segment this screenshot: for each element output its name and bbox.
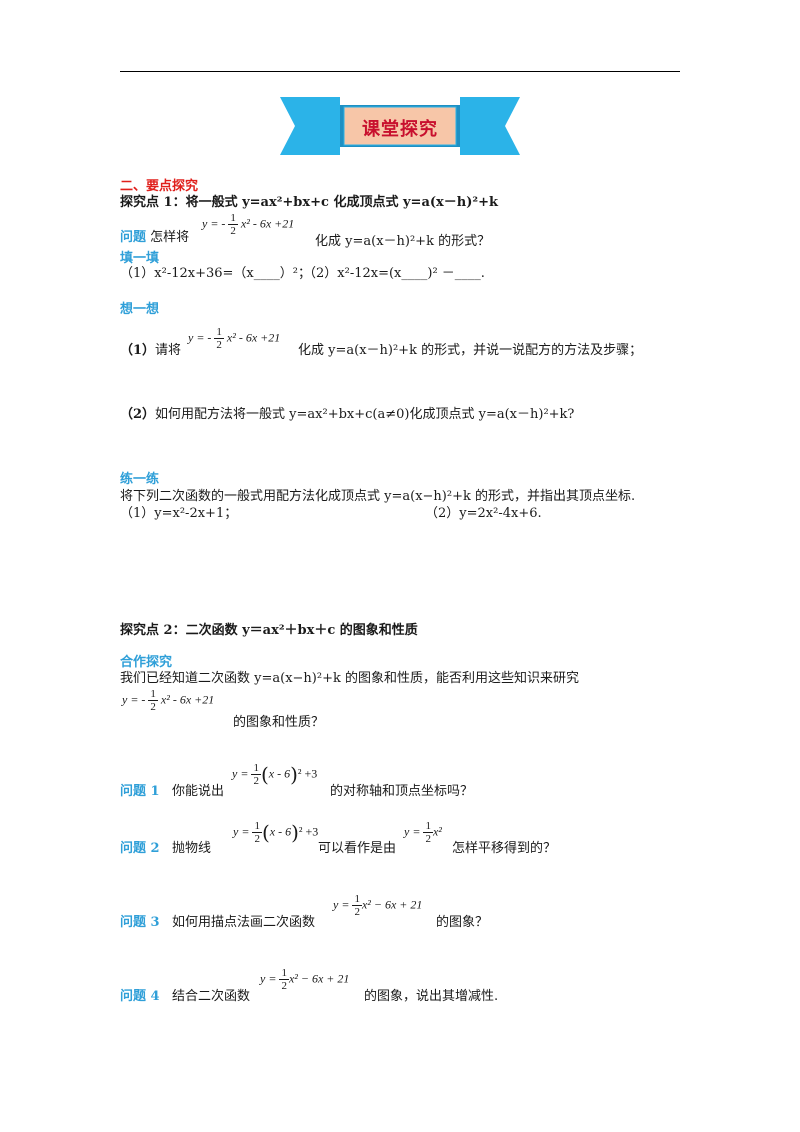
q1-line: 问题 1 你能说出: [120, 784, 224, 799]
section-heading: 二、要点探究: [120, 179, 199, 194]
question-before: 怎样将: [150, 230, 190, 245]
banner-title: 课堂探究: [362, 119, 438, 140]
fill-item-1: （1）x²-12x+36=（x____）²；: [120, 266, 311, 281]
think-2: （2）如何用配方法将一般式 y=ax²+bx+c(a≠0)化成顶点式 y=a(x…: [120, 407, 575, 422]
practice-heading: 练一练: [120, 472, 160, 487]
coop-heading: 合作探究: [120, 655, 173, 670]
fill-heading: 填一填: [120, 251, 160, 266]
practice-item-1: （1）y=x²-2x+1；: [120, 506, 238, 521]
formula-std-1: y = 1 2 x² − 6x + 21: [333, 893, 423, 918]
q2-after: 怎样平移得到的？: [452, 841, 557, 856]
point1-question: 问题 怎样将: [120, 226, 189, 245]
q4-line: 问题 4 结合二次函数: [120, 989, 250, 1004]
header-rule: [120, 71, 680, 72]
formula-simple: y = 1 2 x²: [404, 820, 442, 845]
question-after: 化成 y=a(x－h)²+k 的形式？: [315, 234, 491, 249]
think-heading: 想一想: [120, 302, 160, 317]
question-label: 问题: [120, 230, 147, 245]
banner-inner-plate: [343, 106, 457, 146]
practice-item-2: （2）y=2x²-4x+6.: [425, 506, 542, 521]
think-1-after: 化成 y=a(x－h)²+k 的形式，并说一说配方的方法及步骤；: [298, 343, 643, 358]
formula-vertex-1: y = 1 2 (x - 6)² +3: [232, 762, 318, 787]
q3-line: 问题 3 如何用描点法画二次函数: [120, 915, 315, 930]
practice-text: 将下列二次函数的一般式用配方法化成顶点式 y=a(x−h)²+k 的形式，并指出…: [120, 489, 636, 504]
point2-heading: 探究点 2：二次函数 y＝ax²＋bx＋c 的图象和性质: [120, 623, 418, 638]
banner-graphic: [280, 97, 520, 155]
formula-vertex-2: y = 1 2 (x - 6)² +3: [233, 820, 319, 845]
point1-heading: 探究点 1：将一般式 y=ax²+bx+c 化成顶点式 y=a(x－h)²+k: [120, 195, 498, 210]
formula-std-2: y = 1 2 x² − 6x + 21: [260, 967, 350, 992]
think-1: （1）请将: [120, 343, 182, 358]
q2-middle: 可以看作是由: [318, 841, 397, 856]
coop-after: 的图象和性质？: [233, 715, 325, 730]
q2-line: 问题 2 抛物线: [120, 841, 211, 856]
coop-text: 我们已经知道二次函数 y=a(x−h)²+k 的图象和性质，能否利用这些知识来研…: [120, 671, 579, 686]
fill-item-2: （2）x²-12x=(x____)² －____.: [303, 266, 485, 281]
q3-after: 的图象？: [436, 915, 489, 930]
q4-after: 的图象，说出其增减性.: [364, 989, 499, 1004]
q1-after: 的对称轴和顶点坐标吗？: [330, 784, 474, 799]
